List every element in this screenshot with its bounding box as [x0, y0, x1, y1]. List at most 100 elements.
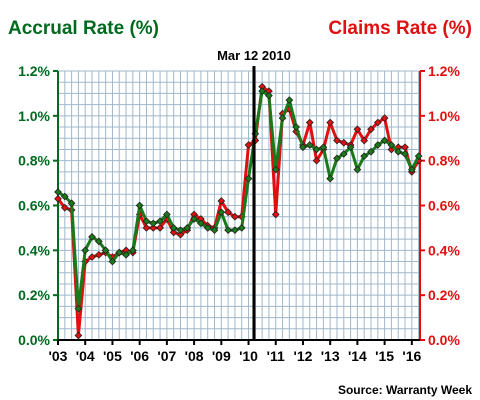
claims-data-point [169, 228, 178, 237]
accrual-data-point [224, 226, 232, 235]
accrual-data-point [333, 154, 341, 163]
accrual-data-point [203, 224, 212, 232]
accrual-data-point [163, 210, 171, 219]
accrual-data-point [367, 147, 375, 156]
right-y-tick-label: 1.2% [428, 63, 460, 79]
accrual-data-point [407, 165, 416, 174]
accrual-data-point [88, 233, 96, 241]
x-tick-label: '10 [239, 348, 258, 364]
claims-data-point [217, 197, 226, 205]
x-tick-label: '08 [185, 348, 204, 364]
claims-data-point [339, 138, 348, 147]
left-y-tick-label: 1.0% [18, 108, 50, 124]
accrual-data-point [373, 141, 382, 149]
accrual-data-point [299, 143, 307, 152]
claims-rate-axis-title: Claims Rate (%) [328, 18, 472, 39]
accrual-data-point [67, 199, 76, 208]
tick-labels: 0.0% 0.0% 0.2% 0.2% 0.4% 0.4% 0.6% 0.6% 0.8% 0.8%… [18, 63, 472, 397]
x-tick-label: '12 [294, 348, 313, 364]
accrual-data-point [339, 150, 348, 158]
accrual-data-point [210, 226, 219, 235]
accrual-data-point [353, 165, 362, 174]
claims-data-point [156, 224, 164, 232]
claims-data-point [244, 141, 253, 149]
annotation-label: Mar 12 2010 [217, 48, 291, 63]
accrual-rate-axis-title: Accrual Rate (%) [8, 18, 159, 39]
accrual-data-point [394, 147, 403, 156]
accrual-data-point [326, 174, 335, 183]
x-tick-label: '09 [212, 348, 231, 364]
accrual-data-point [128, 246, 137, 255]
claims-data-point [74, 331, 83, 340]
accrual-data-point [122, 250, 130, 259]
accrual-data-point [94, 237, 103, 246]
accrual-data-point [292, 123, 301, 131]
claims-data-point [360, 136, 369, 145]
claims-data-point [326, 118, 335, 127]
accrual-data-point [380, 136, 389, 145]
accrual-data-point [285, 96, 294, 105]
accrual-data-point [81, 246, 90, 255]
accrual-data-point [197, 219, 205, 228]
accrual-data-point [101, 246, 110, 255]
accrual-data-point [156, 217, 164, 226]
claims-data-point [271, 210, 280, 219]
x-tick-label: '06 [130, 348, 149, 364]
x-tick-label: '11 [267, 348, 285, 364]
x-tick-label: '07 [157, 348, 176, 364]
series-layer [54, 82, 423, 340]
accrual-data-point [271, 165, 280, 174]
right-y-tick-label: 0.6% [428, 198, 460, 214]
claims-data-point [312, 156, 321, 165]
claims-data-point [224, 208, 232, 217]
accrual-data-point [312, 145, 321, 154]
accrual-data-point [387, 141, 396, 149]
annotation-layer: Mar 12 2010 [217, 48, 291, 340]
right-y-tick-label: 0.8% [428, 153, 460, 169]
claims-data-point [333, 136, 341, 145]
accrual-data-point [258, 87, 267, 96]
claims-data-point [305, 118, 314, 127]
accrual-data-point [319, 143, 328, 152]
accrual-data-point [360, 152, 369, 161]
claims-data-point [373, 118, 382, 127]
left-y-tick-label: 0.6% [18, 198, 50, 214]
claims-data-point [142, 224, 151, 232]
accrual-data-point [414, 152, 423, 161]
accrual-data-point [108, 257, 117, 266]
accrual-data-point [60, 192, 69, 201]
accrual-data-point [401, 150, 409, 158]
accrual-data-point [346, 143, 355, 152]
claims-data-point [60, 203, 69, 212]
x-tick-label: '13 [321, 348, 340, 364]
claims-data-point [149, 224, 158, 232]
left-y-tick-label: 0.4% [18, 242, 50, 258]
accrual-data-point [169, 224, 178, 232]
x-tick-label: '14 [348, 348, 367, 364]
accrual-data-point [265, 91, 273, 100]
source-note: Source: Warranty Week [338, 383, 472, 397]
accrual-data-point [149, 219, 158, 228]
right-y-tick-label: 0.4% [428, 242, 460, 258]
claims-data-point [176, 230, 185, 239]
left-y-tick-label: 0.2% [18, 287, 50, 303]
claims-data-point [231, 212, 239, 221]
right-y-tick-label: 0.0% [428, 332, 460, 348]
accrual-data-point [190, 215, 198, 223]
accrual-data-point [74, 304, 83, 313]
gridlines [57, 70, 420, 341]
accrual-data-point [183, 224, 192, 232]
left-y-tick-label: 1.2% [18, 63, 50, 79]
x-tick-label: '04 [76, 348, 95, 364]
accrual-data-point [115, 248, 124, 257]
accrual-data-point [217, 208, 226, 217]
claims-data-point [54, 194, 62, 203]
accrual-data-point [231, 226, 239, 235]
x-tick-label: '15 [375, 348, 394, 364]
accrual-data-point [176, 226, 185, 235]
claims-data-point [353, 125, 362, 134]
accrual-data-point [278, 114, 287, 122]
left-y-tick-label: 0.0% [18, 332, 50, 348]
claims-data-point [88, 253, 96, 261]
